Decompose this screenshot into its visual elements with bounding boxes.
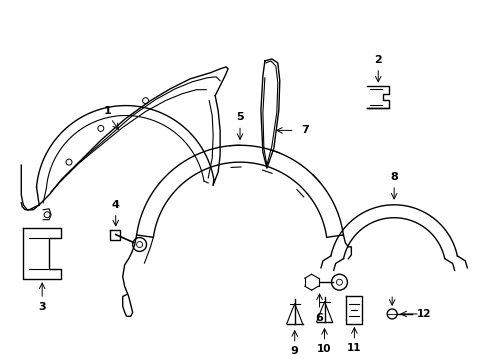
Text: 7: 7: [300, 125, 308, 135]
Text: 1: 1: [103, 105, 111, 116]
Text: 5: 5: [236, 112, 244, 122]
Text: 10: 10: [317, 344, 331, 354]
Text: 4: 4: [112, 200, 120, 210]
Text: 12: 12: [416, 309, 430, 319]
Text: 9: 9: [290, 346, 298, 356]
Text: 8: 8: [389, 172, 397, 182]
Text: 3: 3: [38, 302, 46, 312]
Text: 2: 2: [374, 55, 381, 65]
Text: 11: 11: [346, 343, 361, 353]
Text: 6: 6: [315, 313, 323, 323]
